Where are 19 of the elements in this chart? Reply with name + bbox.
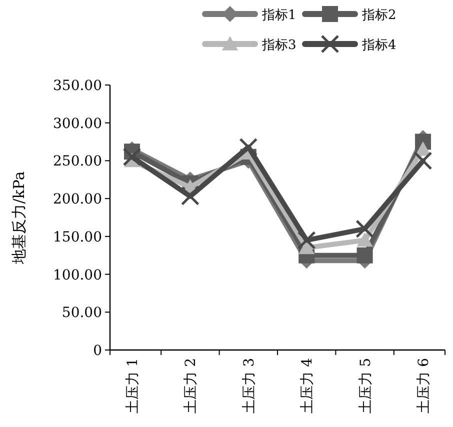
x-tick-label: 土压力 6 bbox=[416, 358, 432, 414]
y-tick-label: 350.00 bbox=[53, 78, 102, 94]
x-tick-label: 土压力 4 bbox=[300, 358, 316, 414]
x-tick-label: 土压力 5 bbox=[358, 358, 374, 414]
legend-label: 指标4 bbox=[361, 38, 396, 53]
y-axis-title: 地基反力/kPa bbox=[10, 171, 28, 265]
y-tick-label: 100.00 bbox=[53, 267, 102, 284]
y-tick-label: 0 bbox=[93, 343, 102, 359]
legend-label: 指标1 bbox=[261, 8, 296, 23]
legend-label: 指标2 bbox=[361, 8, 396, 23]
y-tick-label: 150.00 bbox=[53, 229, 102, 246]
legend-label: 指标3 bbox=[261, 38, 296, 53]
x-tick-label: 土压力 1 bbox=[125, 358, 141, 414]
y-tick-label: 50.00 bbox=[62, 305, 102, 322]
y-tick-label: 200.00 bbox=[53, 192, 102, 208]
y-tick-label: 300.00 bbox=[53, 116, 102, 132]
x-tick-label: 土压力 3 bbox=[241, 358, 258, 414]
x-tick-label: 土压力 2 bbox=[183, 358, 200, 414]
y-tick-label: 250.00 bbox=[53, 154, 102, 170]
